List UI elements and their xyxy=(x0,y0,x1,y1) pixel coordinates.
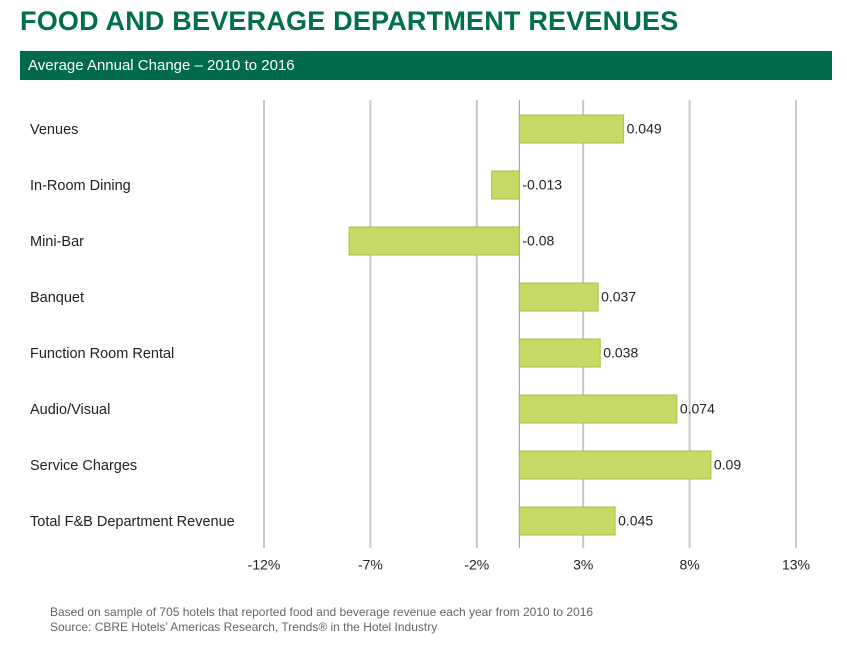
y-tick-label: Total F&B Department Revenue xyxy=(30,514,235,530)
bar xyxy=(518,114,625,144)
y-tick-label: Mini-Bar xyxy=(30,234,84,250)
footnote: Source: CBRE Hotels’ Americas Research, … xyxy=(50,620,438,634)
bar xyxy=(518,506,616,536)
data-label: -0.08 xyxy=(522,233,554,249)
chart: -12% -7% -2% 3% 8% 13% Venues 0.049 In-Room Dini… xyxy=(30,100,810,573)
y-tick-label: Audio/Visual xyxy=(30,402,110,418)
x-tick-label: -2% xyxy=(464,557,489,573)
bar xyxy=(518,282,599,312)
x-tick-label: 13% xyxy=(782,557,810,573)
x-tick-label: 3% xyxy=(573,557,593,573)
y-tick-label: Banquet xyxy=(30,290,84,306)
footnotes: Based on sample of 705 hotels that repor… xyxy=(50,605,620,635)
chart-title: FOOD AND BEVERAGE DEPARTMENT REVENUES xyxy=(20,6,679,36)
bar xyxy=(491,170,520,200)
y-tick-label: Service Charges xyxy=(30,458,137,474)
data-label: 0.037 xyxy=(601,289,636,305)
data-label: -0.013 xyxy=(522,177,562,193)
x-tick-label: -12% xyxy=(248,557,281,573)
y-tick-label: Venues xyxy=(30,122,78,138)
x-tick-label: 8% xyxy=(679,557,699,573)
chart-subtitle: Average Annual Change – 2010 to 2016 xyxy=(28,57,295,74)
x-tick-label: -7% xyxy=(358,557,383,573)
bar xyxy=(518,394,678,424)
data-label: 0.045 xyxy=(618,513,653,529)
y-tick-label: In-Room Dining xyxy=(30,178,131,194)
bar xyxy=(518,450,712,480)
data-label: 0.049 xyxy=(627,121,662,137)
data-label: 0.074 xyxy=(680,401,715,417)
subtitle-banner: Average Annual Change – 2010 to 2016 xyxy=(20,51,832,80)
data-label: 0.09 xyxy=(714,457,741,473)
footnote: Based on sample of 705 hotels that repor… xyxy=(50,605,594,619)
y-tick-label: Function Room Rental xyxy=(30,346,174,362)
bar xyxy=(348,226,520,256)
bar xyxy=(518,338,601,368)
data-label: 0.038 xyxy=(603,345,638,361)
